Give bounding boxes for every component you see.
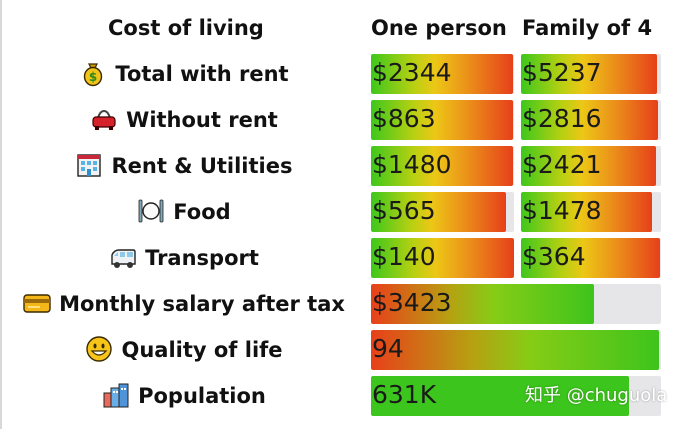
bar-fill <box>371 376 629 416</box>
car-icon <box>92 109 116 130</box>
row-label-population: Population <box>2 376 366 416</box>
bar-track-family-rent: $2421 <box>521 146 661 186</box>
left-border <box>0 0 2 429</box>
hotel-building-icon <box>77 154 102 177</box>
value-family-without-rent: $2816 <box>522 104 602 133</box>
row-label-text: Rent & Utilities <box>111 154 293 178</box>
bar-track-population: 631K <box>371 376 661 416</box>
row-label-text: Monthly salary after tax <box>59 292 345 316</box>
bar-fill <box>521 192 652 232</box>
credit-card-icon <box>23 294 51 313</box>
row-label-text: Food <box>173 200 231 224</box>
column-header-one-person: One person <box>371 16 507 40</box>
row-label-without-rent: Without rent <box>2 100 366 140</box>
value-one-transport: $140 <box>372 242 436 271</box>
bar-fill <box>371 284 594 324</box>
bar-track-family-total: $5237 <box>521 54 661 94</box>
cityscape-icon <box>103 383 129 408</box>
column-header-family: Family of 4 <box>522 16 653 40</box>
value-one-without-rent: $863 <box>372 104 436 133</box>
value-salary: $3423 <box>372 288 452 317</box>
bar-fill <box>371 238 514 278</box>
value-quality: 94 <box>372 334 404 363</box>
watermark: 知乎 @chuguola <box>525 385 668 406</box>
row-label-text: Transport <box>145 246 259 270</box>
row-label-text: Without rent <box>126 108 278 132</box>
bar-fill <box>371 330 659 370</box>
value-population: 631K <box>372 380 437 409</box>
bar-track-one-without-rent: $863 <box>371 100 514 140</box>
grinning-face-icon <box>86 336 113 362</box>
bar-fill <box>371 54 513 94</box>
bar-track-one-food: $565 <box>371 192 514 232</box>
row-label-transport: Transport <box>2 238 366 278</box>
bar-fill <box>521 238 660 278</box>
row-label-total-with-rent: $ Total with rent <box>2 54 366 94</box>
bar-track-family-transport: $364 <box>521 238 661 278</box>
bar-fill <box>521 146 656 186</box>
bar-track-one-rent: $1480 <box>371 146 514 186</box>
row-label-salary: Monthly salary after tax <box>2 284 366 324</box>
bar-track-family-without-rent: $2816 <box>521 100 661 140</box>
money-bag-icon: $ <box>84 63 103 87</box>
row-label-text: Population <box>138 384 266 408</box>
bar-fill <box>371 146 513 186</box>
minibus-icon <box>111 249 136 268</box>
fork-knife-plate-icon <box>138 199 164 223</box>
row-label-text: Total with rent <box>115 62 289 86</box>
bar-fill <box>521 54 657 94</box>
value-one-total: $2344 <box>372 58 452 87</box>
bar-fill <box>371 100 513 140</box>
value-family-food: $1478 <box>522 196 602 225</box>
bar-track-one-total: $2344 <box>371 54 514 94</box>
bar-fill <box>521 100 658 140</box>
bar-track-family-food: $1478 <box>521 192 661 232</box>
bar-track-quality: 94 <box>371 330 661 370</box>
row-label-rent-utilities: Rent & Utilities <box>2 146 366 186</box>
bar-fill <box>371 192 506 232</box>
row-label-quality: Quality of life <box>2 330 366 370</box>
value-family-transport: $364 <box>522 242 586 271</box>
value-one-rent: $1480 <box>372 150 452 179</box>
value-family-total: $5237 <box>522 58 602 87</box>
section-title: Cost of living <box>108 16 264 40</box>
bar-track-one-transport: $140 <box>371 238 514 278</box>
row-label-food: Food <box>2 192 366 232</box>
value-family-rent: $2421 <box>522 150 602 179</box>
svg-text:$: $ <box>89 70 97 84</box>
bar-track-salary: $3423 <box>371 284 661 324</box>
value-one-food: $565 <box>372 196 436 225</box>
row-label-text: Quality of life <box>121 338 283 362</box>
